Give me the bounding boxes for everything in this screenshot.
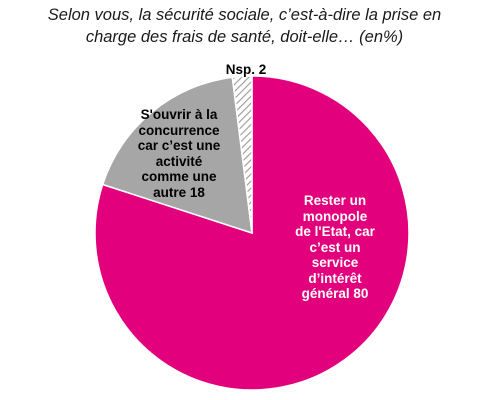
pie-slice-monopole <box>94 75 410 391</box>
slice-label-monopole-line: monopole <box>302 208 368 224</box>
slice-label-monopole-line: service <box>311 255 359 270</box>
slice-label-concurrence-line: S'ouvrir à la <box>140 107 218 122</box>
chart-title-line-1: Selon vous, la sécurité sociale, c’est-à… <box>47 6 442 24</box>
chart-title: Selon vous, la sécurité sociale, c’est-à… <box>0 4 489 48</box>
slice-label-monopole-line: général 80 <box>301 286 369 301</box>
slice-label-concurrence-line: autre 18 <box>153 184 205 200</box>
slice-label-concurrence-line: comme une <box>141 169 217 184</box>
slice-label-monopole-line: Rester un <box>303 193 367 208</box>
slice-label-monopole-line: de l'Etat, car <box>295 224 375 239</box>
slice-label-monopole-line: c’est un <box>309 239 361 255</box>
chart-title-line-2: charge des frais de santé, doit-elle… (e… <box>85 28 404 46</box>
slice-label-monopole-line: d’intérêt <box>308 270 362 286</box>
pie-slice-concurrence <box>101 76 253 235</box>
slice-label-concurrence-line: car c’est une <box>137 138 221 153</box>
slice-label-concurrence-line: activité <box>155 153 203 169</box>
pie-slice-nsp <box>231 75 253 234</box>
slice-label-nsp-line: Nsp. 2 <box>225 62 267 77</box>
slice-label-concurrence-line: concurrence <box>138 122 220 138</box>
slice-label-nsp: Nsp. 2 <box>214 62 278 78</box>
slice-label-concurrence: S'ouvrir à la concurrence car c’est une … <box>118 107 240 200</box>
slice-label-monopole: Rester un monopole de l'Etat, car c’est … <box>270 193 400 302</box>
